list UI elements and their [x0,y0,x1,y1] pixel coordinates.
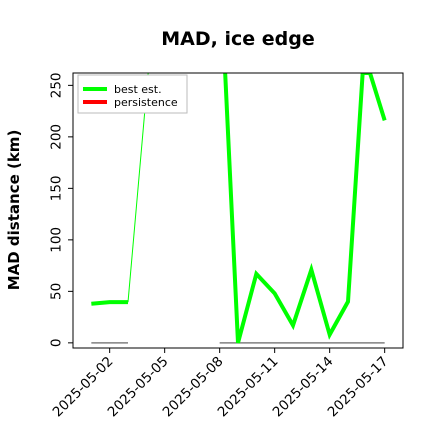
legend: best est. persistence [77,74,188,114]
plot-clipped-group [91,73,387,344]
legend-label-persistence: persistence [114,96,178,109]
y-tick-label-1: 50 [49,283,65,300]
y-tick-label-5: 250 [49,72,65,98]
plot-area [91,73,387,344]
plot-frame [72,72,404,349]
y-axis-label: MAD distance (km) [5,130,23,291]
series-best-est-line-0 [91,300,128,306]
y-tick-label-2: 100 [49,227,65,253]
y-tick-label-3: 150 [49,175,65,201]
legend-box [77,74,188,114]
series-best-est-line-1 [223,73,387,344]
y-tick-label-0: 0 [49,339,65,348]
chart-title: MAD, ice edge [161,28,314,50]
legend-label-best-est: best est. [114,83,162,96]
y-tick-label-4: 200 [49,124,65,150]
